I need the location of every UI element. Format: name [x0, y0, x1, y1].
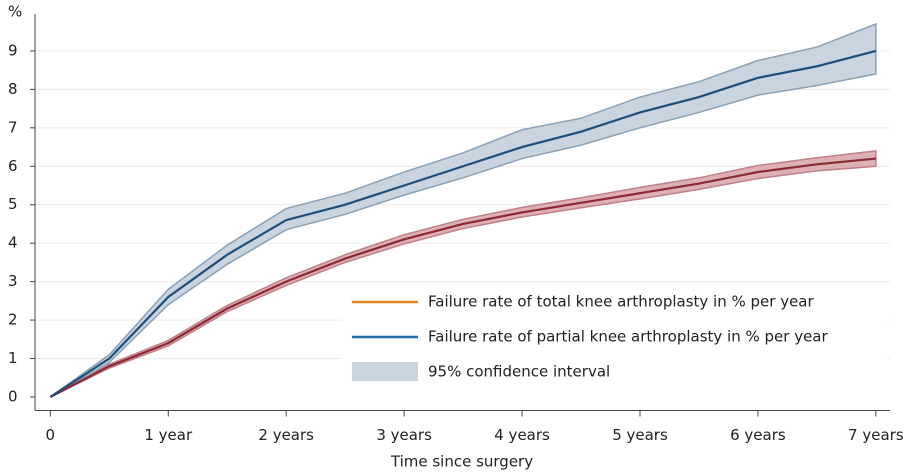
x-axis-label: Time since surgery: [390, 453, 533, 471]
y-tick-label: 4: [8, 234, 18, 252]
x-tick-label: 4 years: [494, 426, 550, 444]
y-tick-label: 3: [8, 272, 18, 290]
series-line: [49, 157, 876, 398]
y-tick-label: 1: [8, 349, 18, 367]
x-tick-label: 7 years: [848, 426, 904, 444]
x-tick-label: 1 year: [144, 426, 193, 444]
x-tick-label: 6 years: [730, 426, 786, 444]
x-tick-label: 3 years: [376, 426, 432, 444]
x-tick-label: 0: [46, 426, 56, 444]
legend-label: Failure rate of total knee arthroplasty …: [428, 293, 814, 311]
y-tick-label: 8: [8, 80, 18, 98]
confidence-band: [49, 22, 877, 398]
legend-label: 95% confidence interval: [428, 363, 610, 381]
series-line: [49, 49, 877, 398]
y-tick-label: 0: [8, 387, 18, 405]
legend-box: [342, 284, 887, 388]
y-axis-label: %: [8, 3, 22, 21]
legend-swatch: [352, 362, 418, 381]
x-tick-label: 2 years: [258, 426, 314, 444]
y-tick-label: 7: [8, 118, 18, 136]
y-tick-label: 5: [8, 195, 18, 213]
y-tick-label: 9: [8, 41, 18, 59]
y-tick-label: 6: [8, 157, 18, 175]
x-tick-label: 5 years: [612, 426, 668, 444]
y-tick-label: 2: [8, 311, 18, 329]
legend-label: Failure rate of partial knee arthroplast…: [428, 328, 828, 346]
